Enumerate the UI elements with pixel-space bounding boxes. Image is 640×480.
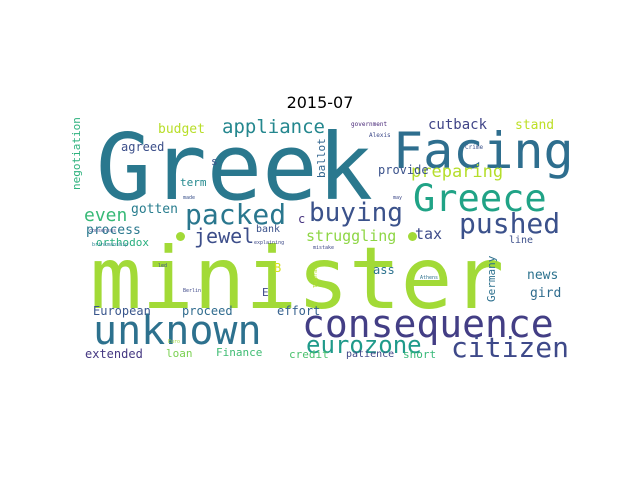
cloud-word: s	[211, 155, 218, 168]
cloud-word: c	[298, 212, 306, 226]
cloud-word: credit	[289, 348, 329, 361]
cloud-word: pushed	[459, 207, 561, 240]
cloud-word: jewel	[194, 224, 255, 248]
cloud-word: unknown	[93, 308, 262, 354]
cloud-word: process	[86, 223, 141, 238]
cloud-word: term	[180, 176, 207, 189]
cloud-word: loan	[166, 347, 193, 360]
cloud-word: Tsipras	[313, 266, 319, 288]
cloud-word: ass	[373, 263, 395, 277]
cloud-word: Finance	[216, 346, 263, 359]
dot-mark	[408, 232, 417, 241]
cloud-word: gird	[530, 286, 562, 301]
cloud-word: consensus	[89, 228, 117, 234]
cloud-word: may	[393, 195, 403, 201]
cloud-word: stand	[515, 118, 555, 133]
cloud-word: line	[509, 235, 534, 246]
cloud-word: European	[93, 304, 151, 318]
cloud-word: agreed	[121, 140, 165, 154]
cloud-word: cutback	[428, 117, 488, 133]
dot-mark	[176, 232, 185, 241]
cloud-word: orthodox	[96, 236, 149, 249]
cloud-word: minister	[90, 229, 505, 329]
cloud-word: Facing	[393, 122, 574, 180]
cloud-word: appliance	[222, 116, 325, 138]
chart-title: 2015-07	[286, 93, 354, 112]
cloud-word: news	[527, 268, 559, 283]
cloud-word: eurozone	[306, 331, 422, 359]
cloud-word: Athens	[420, 275, 439, 281]
cloud-word: extended	[85, 347, 143, 361]
cloud-word: bank	[256, 224, 281, 235]
cloud-word: preparing	[411, 162, 504, 182]
cloud-word: struggling	[306, 227, 397, 245]
cloud-word: tax	[415, 225, 443, 243]
cloud-word: Euro	[168, 339, 181, 345]
cloud-word: brinkmanship	[92, 242, 129, 248]
cloud-word: Berlin	[183, 288, 202, 294]
cloud-word: gotten	[131, 202, 178, 217]
cloud-word: provide	[378, 163, 429, 177]
cloud-word: consequence	[302, 302, 554, 346]
cloud-word: led	[158, 263, 168, 269]
cloud-word: effort	[277, 304, 321, 318]
cloud-word: proceed	[182, 304, 233, 318]
cloud-word: Crime	[465, 144, 484, 151]
cloud-word: budget	[158, 122, 205, 137]
cloud-word: explaining	[254, 240, 285, 246]
cloud-word: government	[351, 121, 388, 128]
cloud-word: B	[274, 261, 282, 275]
cloud-word: short	[403, 348, 437, 361]
cloud-word: even	[84, 205, 128, 226]
cloud-word: buying	[309, 198, 403, 228]
cloud-word: made	[183, 195, 196, 201]
cloud-word: Germany	[485, 255, 498, 302]
cloud-word: packed	[185, 198, 287, 231]
cloud-word: mistake	[313, 245, 335, 251]
cloud-word: ballot	[315, 138, 328, 178]
cloud-word: citizen	[451, 331, 570, 364]
cloud-word: patience	[346, 349, 395, 360]
cloud-word: Greek	[96, 114, 373, 221]
cloud-word: Alexis	[369, 132, 391, 139]
cloud-word: negotiation	[70, 117, 83, 190]
cloud-word: E	[262, 286, 269, 299]
cloud-word: Greece	[413, 177, 547, 220]
